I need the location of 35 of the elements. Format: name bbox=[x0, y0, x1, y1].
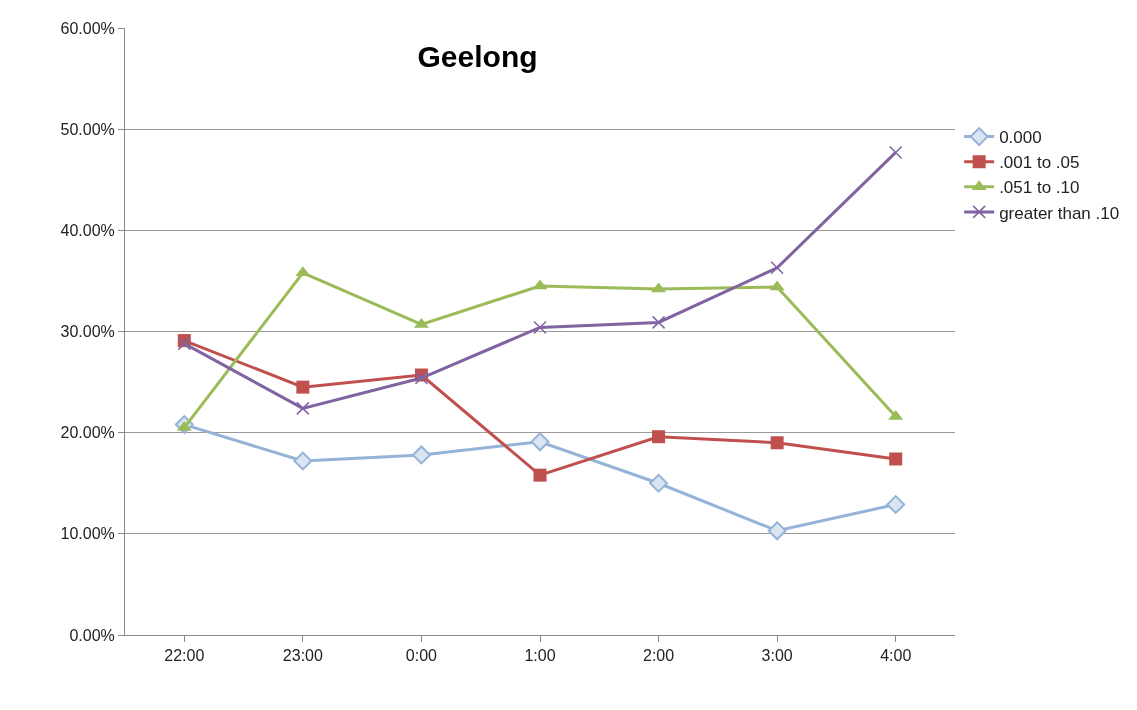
point bbox=[767, 521, 787, 541]
x-tick-label: 23:00 bbox=[282, 647, 323, 665]
point bbox=[888, 145, 903, 160]
y-tick-label: 40.00% bbox=[60, 221, 115, 239]
legend-label: .051 to .10 bbox=[999, 178, 1080, 198]
y-tick-label: 20.00% bbox=[60, 424, 115, 442]
y-tick-label: 60.00% bbox=[60, 19, 115, 37]
x-tick-label: 4:00 bbox=[880, 647, 912, 665]
point bbox=[649, 473, 669, 493]
point bbox=[889, 452, 903, 466]
point bbox=[293, 451, 313, 471]
y-tick-label: 10.00% bbox=[60, 525, 115, 543]
point bbox=[296, 401, 310, 416]
chart-title: Geelong bbox=[417, 40, 538, 74]
point bbox=[770, 436, 784, 450]
legend-label: .001 to .05 bbox=[999, 153, 1080, 173]
point bbox=[651, 315, 666, 330]
x-tick-label: 1:00 bbox=[524, 647, 556, 665]
point bbox=[770, 261, 784, 275]
point bbox=[530, 432, 550, 452]
y-tick-label: 0.00% bbox=[69, 626, 115, 644]
y-tick-label: 30.00% bbox=[60, 323, 115, 341]
point bbox=[652, 430, 666, 444]
point bbox=[886, 495, 906, 514]
point bbox=[411, 445, 431, 465]
x-tick-label: 0:00 bbox=[405, 647, 438, 665]
legend-label: greater than .10 bbox=[999, 203, 1120, 223]
point bbox=[296, 380, 310, 394]
legend-label: 0.000 bbox=[999, 128, 1042, 148]
y-tick-label: 50.00% bbox=[60, 120, 115, 138]
x-tick-label: 2:00 bbox=[643, 647, 675, 665]
point bbox=[533, 468, 547, 482]
x-tick-label: 22:00 bbox=[164, 647, 205, 665]
x-tick-label: 3:00 bbox=[761, 647, 793, 665]
point bbox=[533, 320, 547, 335]
